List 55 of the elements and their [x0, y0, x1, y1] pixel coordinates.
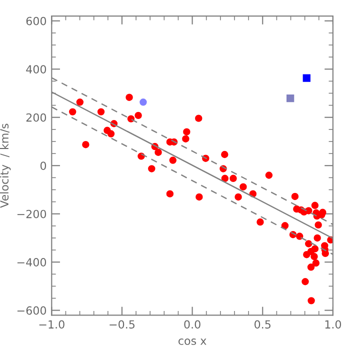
point	[302, 278, 309, 286]
point	[305, 240, 312, 248]
point	[182, 135, 190, 142]
point	[265, 172, 273, 179]
point	[296, 232, 304, 240]
point	[305, 207, 312, 214]
y-tick-label: 200	[26, 113, 46, 122]
point	[291, 192, 299, 200]
y-tick-label: 400	[26, 65, 46, 74]
point	[107, 130, 115, 138]
point	[230, 174, 237, 182]
point	[302, 74, 310, 82]
point	[140, 98, 147, 106]
x-tick-label: −1.0	[39, 320, 64, 329]
point	[234, 193, 242, 201]
point	[256, 218, 264, 226]
point	[319, 208, 326, 216]
x-tick-label: 0.0	[184, 320, 200, 329]
point	[281, 222, 289, 230]
point	[310, 252, 318, 260]
x-tick-label: 1.0	[325, 320, 342, 329]
point	[68, 108, 76, 116]
point	[195, 114, 202, 122]
point	[314, 221, 322, 229]
y-tick-label: −600	[17, 306, 46, 315]
point	[221, 174, 229, 182]
x-tick-label: −0.5	[110, 320, 134, 329]
point	[196, 193, 203, 201]
y-tick-label: 0	[40, 162, 46, 170]
y-tick-label: −200	[17, 210, 46, 218]
point	[240, 183, 247, 190]
point	[169, 156, 176, 164]
y-tick-label: 600	[26, 16, 46, 26]
point	[307, 264, 315, 271]
x-tick-label: 0.5	[254, 320, 270, 329]
point	[148, 165, 156, 172]
y-axis-title: Velocity / km/s	[0, 124, 11, 208]
point	[221, 150, 228, 158]
point	[154, 148, 162, 156]
point	[311, 245, 319, 252]
point	[311, 202, 319, 210]
point	[82, 141, 90, 148]
x-axis-title: cos x	[178, 338, 206, 345]
point	[303, 250, 310, 258]
point	[76, 98, 84, 106]
point	[314, 234, 321, 242]
point	[166, 190, 174, 198]
point	[286, 94, 294, 102]
y-tick-label: −400	[17, 258, 46, 266]
point	[308, 297, 315, 304]
point	[312, 259, 320, 267]
point	[97, 108, 105, 116]
point	[134, 112, 142, 120]
point	[126, 94, 133, 101]
point	[183, 128, 190, 136]
